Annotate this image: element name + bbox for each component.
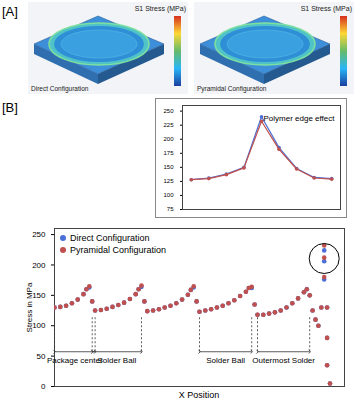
svg-text:100: 100 (163, 192, 174, 198)
svg-text:Pyramidal Configuration: Pyramidal Configuration (197, 85, 267, 93)
svg-text:Solder Ball: Solder Ball (98, 356, 137, 365)
html-text:Direct Configuration: Direct Configuration (70, 233, 150, 243)
svg-text:0: 0 (41, 382, 46, 391)
svg-text:Outermost Solder: Outermost Solder (252, 356, 315, 365)
svg-text:S1 Stress (MPa): S1 Stress (MPa) (135, 5, 186, 13)
svg-text:250: 250 (32, 230, 46, 239)
svg-text:150: 150 (163, 164, 174, 170)
svg-text:175: 175 (163, 150, 174, 156)
svg-text:75: 75 (167, 206, 174, 212)
svg-text:Direct Configuration: Direct Configuration (31, 85, 89, 93)
svg-text:225: 225 (163, 122, 174, 128)
svg-text:100: 100 (32, 321, 46, 330)
svg-text:200: 200 (163, 136, 174, 142)
svg-text:Polymer edge effect: Polymer edge effect (263, 114, 335, 123)
html-text:[A]: [A] (2, 4, 18, 19)
svg-text:Stress in MPa: Stress in MPa (25, 282, 34, 332)
svg-text:125: 125 (163, 178, 174, 184)
svg-text:200: 200 (32, 261, 46, 270)
svg-text:Package center: Package center (47, 356, 103, 365)
svg-text:Solder Ball: Solder Ball (206, 356, 245, 365)
svg-text:50: 50 (37, 352, 46, 361)
svg-text:150: 150 (32, 291, 46, 300)
html-text:[B]: [B] (2, 100, 18, 115)
html-text:Pyramidal Configuration: Pyramidal Configuration (70, 245, 166, 255)
html-text:X Position: X Position (178, 390, 220, 400)
svg-text:250: 250 (163, 108, 174, 114)
svg-text:S1 Stress (MPa): S1 Stress (MPa) (301, 5, 352, 13)
